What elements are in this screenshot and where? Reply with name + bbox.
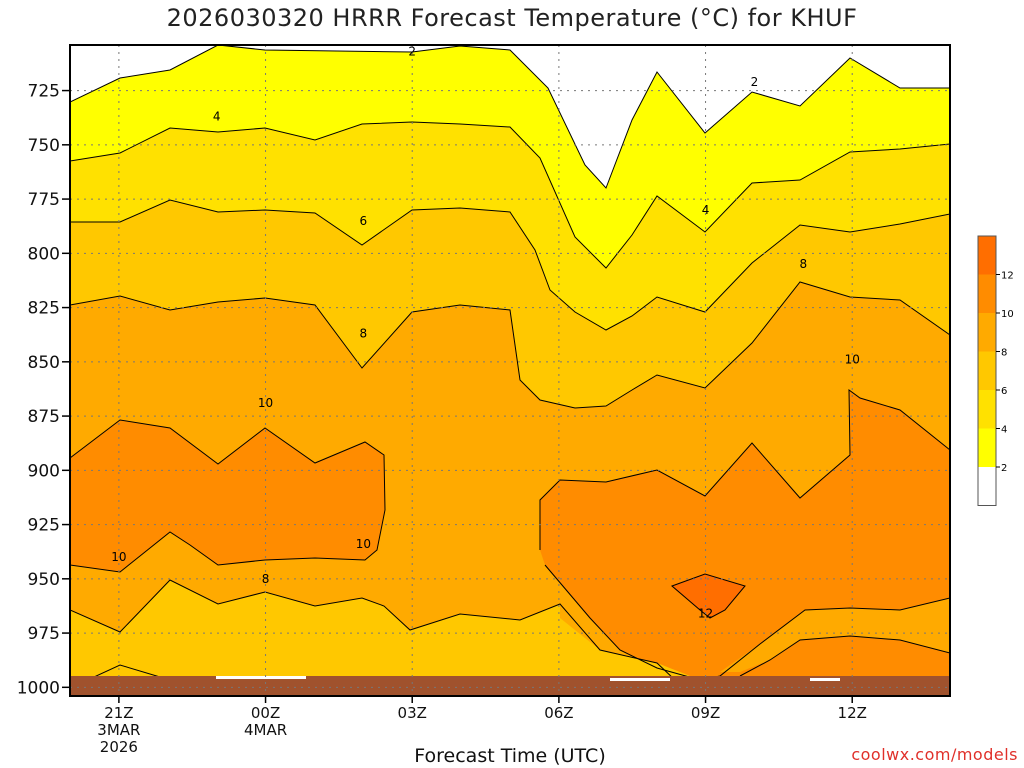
contour-label-text: 4 [213,110,221,124]
colorbar-segment [978,274,996,313]
y-tick-label: 850 [28,353,60,373]
contour-2 [70,45,950,189]
contour-label: 10 [258,396,273,410]
contour-label-text: 10 [356,537,371,551]
y-tick-label: 800 [28,244,60,264]
colorbar-segment [978,390,996,429]
contour-label: 4 [213,110,221,124]
x-tick-label: 3MAR [97,721,140,739]
ground-strip [70,676,950,696]
contour-label-text: 6 [360,214,368,228]
ground-gap [216,676,306,679]
contour-8-upper [70,281,950,409]
contour-labels: 2 2 4 4 6 8 8 10 10 10 10 8 12 [111,45,860,621]
contour-4 [70,121,950,269]
contour-label-text: 2 [751,75,759,89]
x-tick-label: 03Z [398,704,427,722]
x-axis-label: Forecast Time (UTC) [414,745,606,767]
ground-gap [810,678,840,681]
x-tick-label: 4MAR [244,721,287,739]
contour-label: 10 [111,550,126,564]
colorbar-label: 2 [1001,463,1007,474]
x-tick-label: 12Z [838,704,867,722]
x-tick-label: 2026 [100,738,138,756]
contour-label: 8 [360,327,368,341]
colorbar-segment [978,313,996,352]
ground-gap [610,678,670,681]
colorbar-segment [978,351,996,390]
y-tick-label: 900 [28,461,60,481]
y-axis: 725 750 775 800 825 850 875 900 925 950 975 1000 [17,82,70,698]
contour-12 [671,573,746,619]
contour-label-text: 12 [698,607,713,621]
contour-label: 2 [751,75,759,89]
y-tick-label: 725 [28,82,60,102]
x-tick-label: 21Z [104,704,133,722]
contour-label-text: 8 [360,327,368,341]
colorbar-label: 8 [1001,348,1007,359]
contour-label-text: 8 [800,257,808,271]
contour-label: 8 [800,257,808,271]
y-tick-label: 775 [28,190,60,210]
band-above-12 [672,574,745,618]
band-6-8-surface [70,580,705,696]
contour-8-lower [70,579,676,681]
y-tick-label: 925 [28,516,60,536]
contour-label: 4 [702,203,710,217]
credit-text: coolwx.com/models [851,745,1018,764]
y-tick-label: 750 [28,136,60,156]
plot-frame [69,44,951,697]
contour-label-text: 8 [262,572,270,586]
y-tick-label: 1000 [17,678,60,698]
contour-label-text: 10 [258,396,273,410]
contour-10-left [70,419,386,573]
colorbar-label: 12 [1001,271,1014,282]
x-tick-label: 09Z [691,704,720,722]
contour-label-text: 10 [111,550,126,564]
contour-label-text: 4 [702,203,710,217]
contour-label: 10 [845,353,860,367]
contour-label-text: 2 [408,45,416,59]
y-tick-label: 825 [28,299,60,319]
colorbar-segment [978,236,996,275]
y-tick-label: 950 [28,570,60,590]
contour-6 [70,199,950,331]
contour-label: 10 [356,537,371,551]
colorbar-segment [978,467,996,506]
colorbar-label: 10 [1001,309,1014,320]
contour-label: 6 [360,214,368,228]
x-tick-label: 00Z [251,704,280,722]
x-tick-label: 06Z [544,704,573,722]
colorbar-label: 4 [1001,425,1007,436]
colorbar-frame [977,235,997,506]
y-tick-label: 875 [28,407,60,427]
colorbar-label: 6 [1001,386,1007,397]
contour-10-right [539,389,950,550]
y-tick-label: 975 [28,624,60,644]
chart-title: 2026030320 HRRR Forecast Temperature (°C… [166,4,858,32]
contour-label: 12 [698,607,713,621]
contour-label: 2 [408,45,416,59]
colorbar: 2 4 6 8 10 12 [977,235,1014,506]
contour-8-lower-right [739,635,950,677]
contour-label: 8 [262,572,270,586]
colorbar-segment [978,428,996,467]
contour-label-text: 10 [845,353,860,367]
band-10-12-left [70,420,385,572]
